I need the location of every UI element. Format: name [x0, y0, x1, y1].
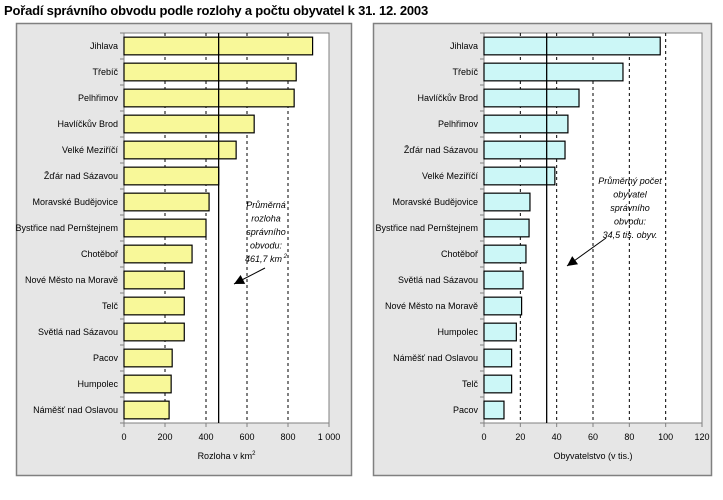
bar — [123, 192, 210, 212]
category-label: Třebíč — [452, 67, 478, 77]
category-label: Třebíč — [92, 67, 118, 77]
bar — [483, 218, 530, 238]
bar — [483, 296, 523, 316]
arrowhead-icon — [567, 256, 579, 266]
x-axis-title: Rozloha v km2 — [198, 451, 257, 461]
bar — [483, 36, 661, 56]
category-label: Humpolec — [77, 379, 118, 389]
x-axis-title-superscript: 2 — [252, 451, 256, 457]
bar — [123, 374, 172, 394]
bar — [483, 322, 517, 342]
x-tick-label: 600 — [239, 432, 254, 442]
bar — [123, 114, 255, 134]
annotation-line: obvodu: — [614, 217, 647, 227]
category-label: Jihlava — [450, 41, 478, 51]
bar — [483, 192, 531, 212]
category-label: Bystřice nad Pernštejnem — [375, 223, 478, 233]
category-label: Světlá nad Sázavou — [398, 275, 478, 285]
annotation-line: správního — [246, 227, 286, 237]
category-label: Chotěboř — [81, 249, 119, 259]
annotation-line: Průměrný počet — [598, 176, 662, 186]
bar — [483, 88, 580, 108]
category-label: Humpolec — [437, 327, 478, 337]
x-tick-label: 200 — [157, 432, 172, 442]
bar — [483, 400, 505, 420]
category-label: Telč — [102, 301, 119, 311]
bar — [123, 244, 193, 264]
category-label: Náměšť nad Oslavou — [33, 405, 118, 415]
annotation-line: obyvatel — [613, 190, 648, 200]
bar — [123, 270, 185, 290]
category-label: Nové Město na Moravě — [385, 301, 478, 311]
annotation-line: obvodu: — [250, 241, 283, 251]
category-label: Chotěboř — [441, 249, 479, 259]
category-label: Žďár nad Sázavou — [404, 145, 478, 155]
annotation-line: 461,7 km 2 — [245, 254, 288, 264]
category-label: Náměšť nad Oslavou — [393, 353, 478, 363]
arrowhead-icon — [234, 274, 246, 284]
category-label: Pelhřimov — [438, 119, 479, 129]
x-tick-label: 0 — [481, 432, 486, 442]
bar — [483, 374, 513, 394]
x-tick-label: 400 — [198, 432, 213, 442]
annotation-line: Průměrná — [246, 200, 286, 210]
x-tick-label: 0 — [121, 432, 126, 442]
bar — [123, 88, 295, 108]
bar — [483, 166, 556, 186]
bar — [483, 270, 524, 290]
x-tick-label: 60 — [588, 432, 598, 442]
bar — [483, 140, 566, 160]
bar — [483, 62, 624, 82]
category-label: Bystřice nad Pernštejnem — [15, 223, 118, 233]
bar — [483, 114, 569, 134]
annotation-line: 34,5 tis. obyv. — [603, 230, 658, 240]
bar — [123, 296, 185, 316]
x-axis-title: Obyvatelstvo (v tis.) — [553, 451, 632, 461]
category-label: Telč — [462, 379, 479, 389]
category-label: Havlíčkův Brod — [57, 119, 118, 129]
bar — [123, 166, 220, 186]
x-tick-label: 800 — [280, 432, 295, 442]
bar — [123, 400, 170, 420]
category-label: Světlá nad Sázavou — [38, 327, 118, 337]
annotation-line: správního — [610, 203, 650, 213]
category-label: Velké Meziříčí — [62, 145, 119, 155]
category-label: Moravské Budějovice — [392, 197, 478, 207]
category-label: Pacov — [453, 405, 479, 415]
annotation-superscript: 2 — [282, 254, 288, 260]
category-label: Havlíčkův Brod — [417, 93, 478, 103]
bar — [483, 348, 513, 368]
x-tick-label: 1 000 — [318, 432, 341, 442]
category-label: Jihlava — [90, 41, 118, 51]
x-tick-label: 40 — [552, 432, 562, 442]
bar — [123, 218, 207, 238]
bar — [123, 348, 173, 368]
category-label: Pelhřimov — [78, 93, 119, 103]
page-title: Pořadí správního obvodu podle rozlohy a … — [4, 3, 428, 18]
bar — [123, 322, 185, 342]
bar — [483, 244, 527, 264]
x-tick-label: 20 — [515, 432, 525, 442]
population-chart: 0 20 40 60 80 100 120 Jihlava Třebíč Havlíčkův Br… — [372, 22, 713, 477]
x-tick-label: 120 — [694, 432, 709, 442]
category-label: Pacov — [93, 353, 119, 363]
x-tick-label: 100 — [658, 432, 673, 442]
annotation-line: rozloha — [251, 214, 281, 224]
category-label: Nové Město na Moravě — [25, 275, 118, 285]
category-label: Moravské Budějovice — [32, 197, 118, 207]
x-tick-label: 80 — [624, 432, 634, 442]
area-chart: 0 200 400 600 800 1 000 Jihlava Třebíč Pelhřimov… — [15, 22, 353, 477]
bar — [123, 140, 237, 160]
category-label: Velké Meziříčí — [422, 171, 479, 181]
bar — [123, 62, 297, 82]
category-label: Žďár nad Sázavou — [44, 171, 118, 181]
